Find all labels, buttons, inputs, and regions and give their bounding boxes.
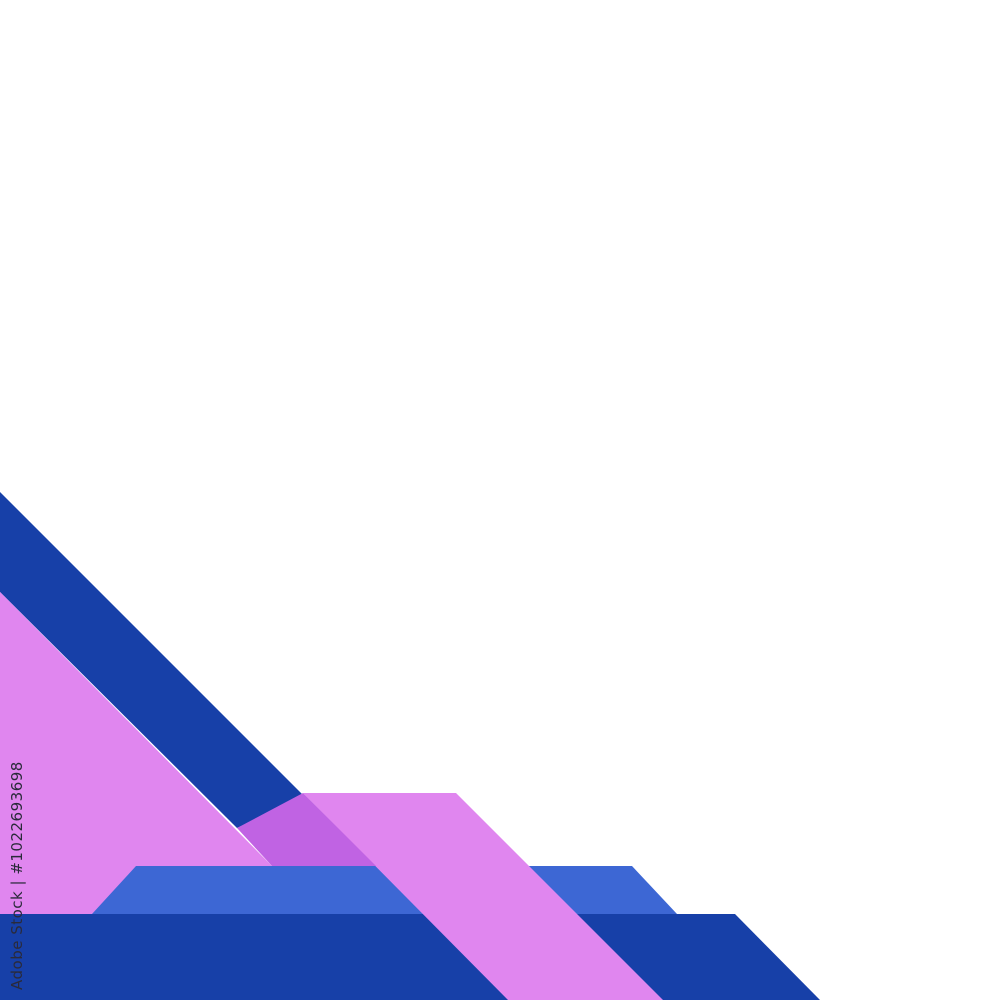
pink-diagonal-band [303, 793, 663, 1000]
dark-blue-diagonal-band [0, 492, 305, 828]
dark-blue-bottom-bar [0, 914, 820, 1000]
purple-overlap [237, 793, 376, 866]
pink-triangle [0, 592, 272, 920]
stock-watermark: Adobe Stock | #1022693698 [8, 761, 26, 990]
